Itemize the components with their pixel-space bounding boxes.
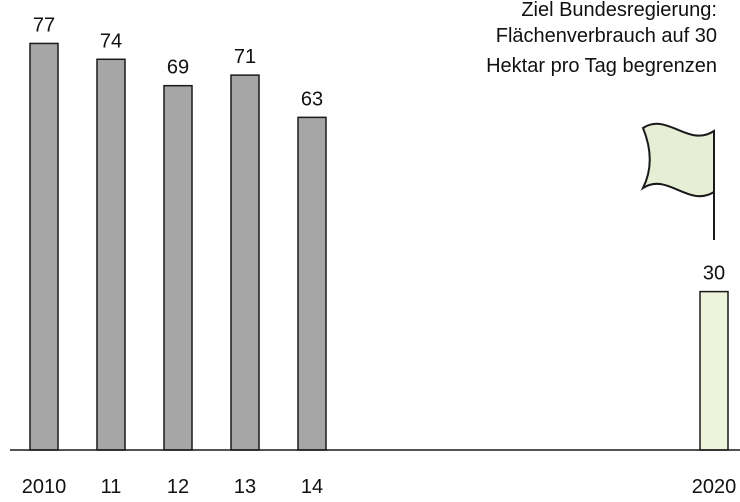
bar-2010: [29, 42, 59, 451]
x-tick-label-2020: 2020: [692, 476, 737, 497]
x-tick-labels-layer: 2010 11 12 13 14 2020: [22, 476, 737, 498]
bar-12: [163, 84, 193, 451]
value-label-13: 71: [234, 46, 256, 68]
x-tick-label-11: 11: [101, 476, 122, 497]
annotation-line-3: Hektar pro Tag begrenzen: [486, 55, 717, 77]
x-tick-label-14: 14: [301, 476, 323, 497]
bars-layer: [29, 42, 729, 451]
value-labels-layer: 77 74 69 71 63 30: [33, 14, 725, 284]
annotation-line-1: Ziel Bundesregierung:: [521, 0, 717, 21]
bar-14: [297, 116, 327, 451]
flag-icon: [640, 122, 715, 240]
target-annotation: Ziel Bundesregierung: Flächenverbrauch a…: [486, 0, 717, 77]
bar-11: [96, 58, 126, 451]
value-label-2020: 30: [703, 263, 725, 285]
x-tick-label-12: 12: [167, 476, 189, 497]
value-label-14: 63: [301, 88, 323, 110]
value-label-11: 74: [100, 30, 122, 52]
x-tick-label-13: 13: [234, 476, 256, 497]
bar-target-2020: [699, 290, 729, 451]
bar-13: [230, 74, 260, 451]
x-tick-label-2010: 2010: [22, 476, 67, 497]
value-label-2010: 77: [33, 14, 55, 36]
flag-cloth: [640, 122, 715, 198]
annotation-line-2: Flächenverbrauch auf 30: [496, 25, 717, 47]
value-label-12: 69: [167, 57, 189, 79]
